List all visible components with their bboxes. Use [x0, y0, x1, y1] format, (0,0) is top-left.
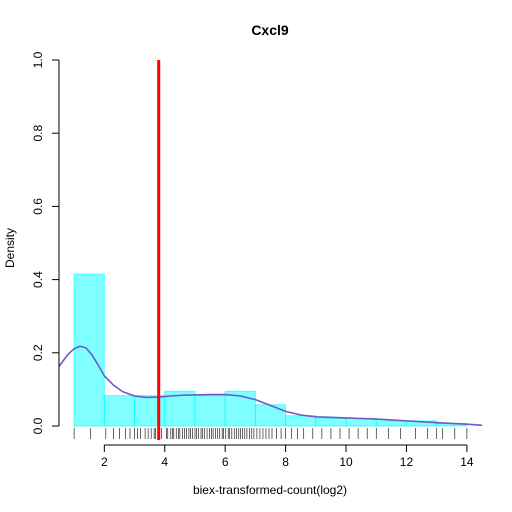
histogram-bar	[134, 395, 166, 427]
x-tick-label: 2	[101, 455, 108, 469]
y-axis-label: Density	[3, 228, 17, 268]
histogram-bar	[103, 395, 136, 427]
y-tick-label: 0.4	[31, 271, 45, 288]
y-tick-label: 0.2	[31, 344, 45, 361]
x-axis: 2 4 6 8 10 12 14	[101, 444, 474, 469]
x-axis-label: biex-transformed-count(log2)	[193, 483, 347, 497]
histogram-bar	[73, 273, 105, 427]
y-tick-label: 0.6	[31, 198, 45, 215]
x-tick-label: 14	[460, 455, 474, 469]
histogram-bar	[194, 395, 226, 427]
chart-title: Cxcl9	[251, 22, 289, 38]
x-tick-label: 12	[400, 455, 414, 469]
density-curve	[58, 345, 483, 427]
histogram-bar	[164, 390, 196, 427]
histogram-bar	[224, 390, 256, 427]
x-tick-label: 10	[339, 455, 353, 469]
x-tick-label: 8	[282, 455, 289, 469]
rug-ticks	[73, 428, 468, 439]
histogram-bar	[375, 420, 407, 427]
histogram-bar	[315, 417, 347, 427]
y-axis: 0.0 0.2 0.4 0.6 0.8 1.0	[31, 51, 60, 434]
y-tick-label: 0.8	[31, 125, 45, 142]
histogram-bars	[73, 273, 468, 427]
y-tick-label: 0.0	[31, 417, 45, 434]
histogram-bar	[254, 404, 287, 427]
x-tick-label: 6	[222, 455, 229, 469]
histogram-bar	[285, 415, 317, 427]
y-tick-label: 1.0	[31, 51, 45, 68]
x-tick-label: 4	[161, 455, 168, 469]
